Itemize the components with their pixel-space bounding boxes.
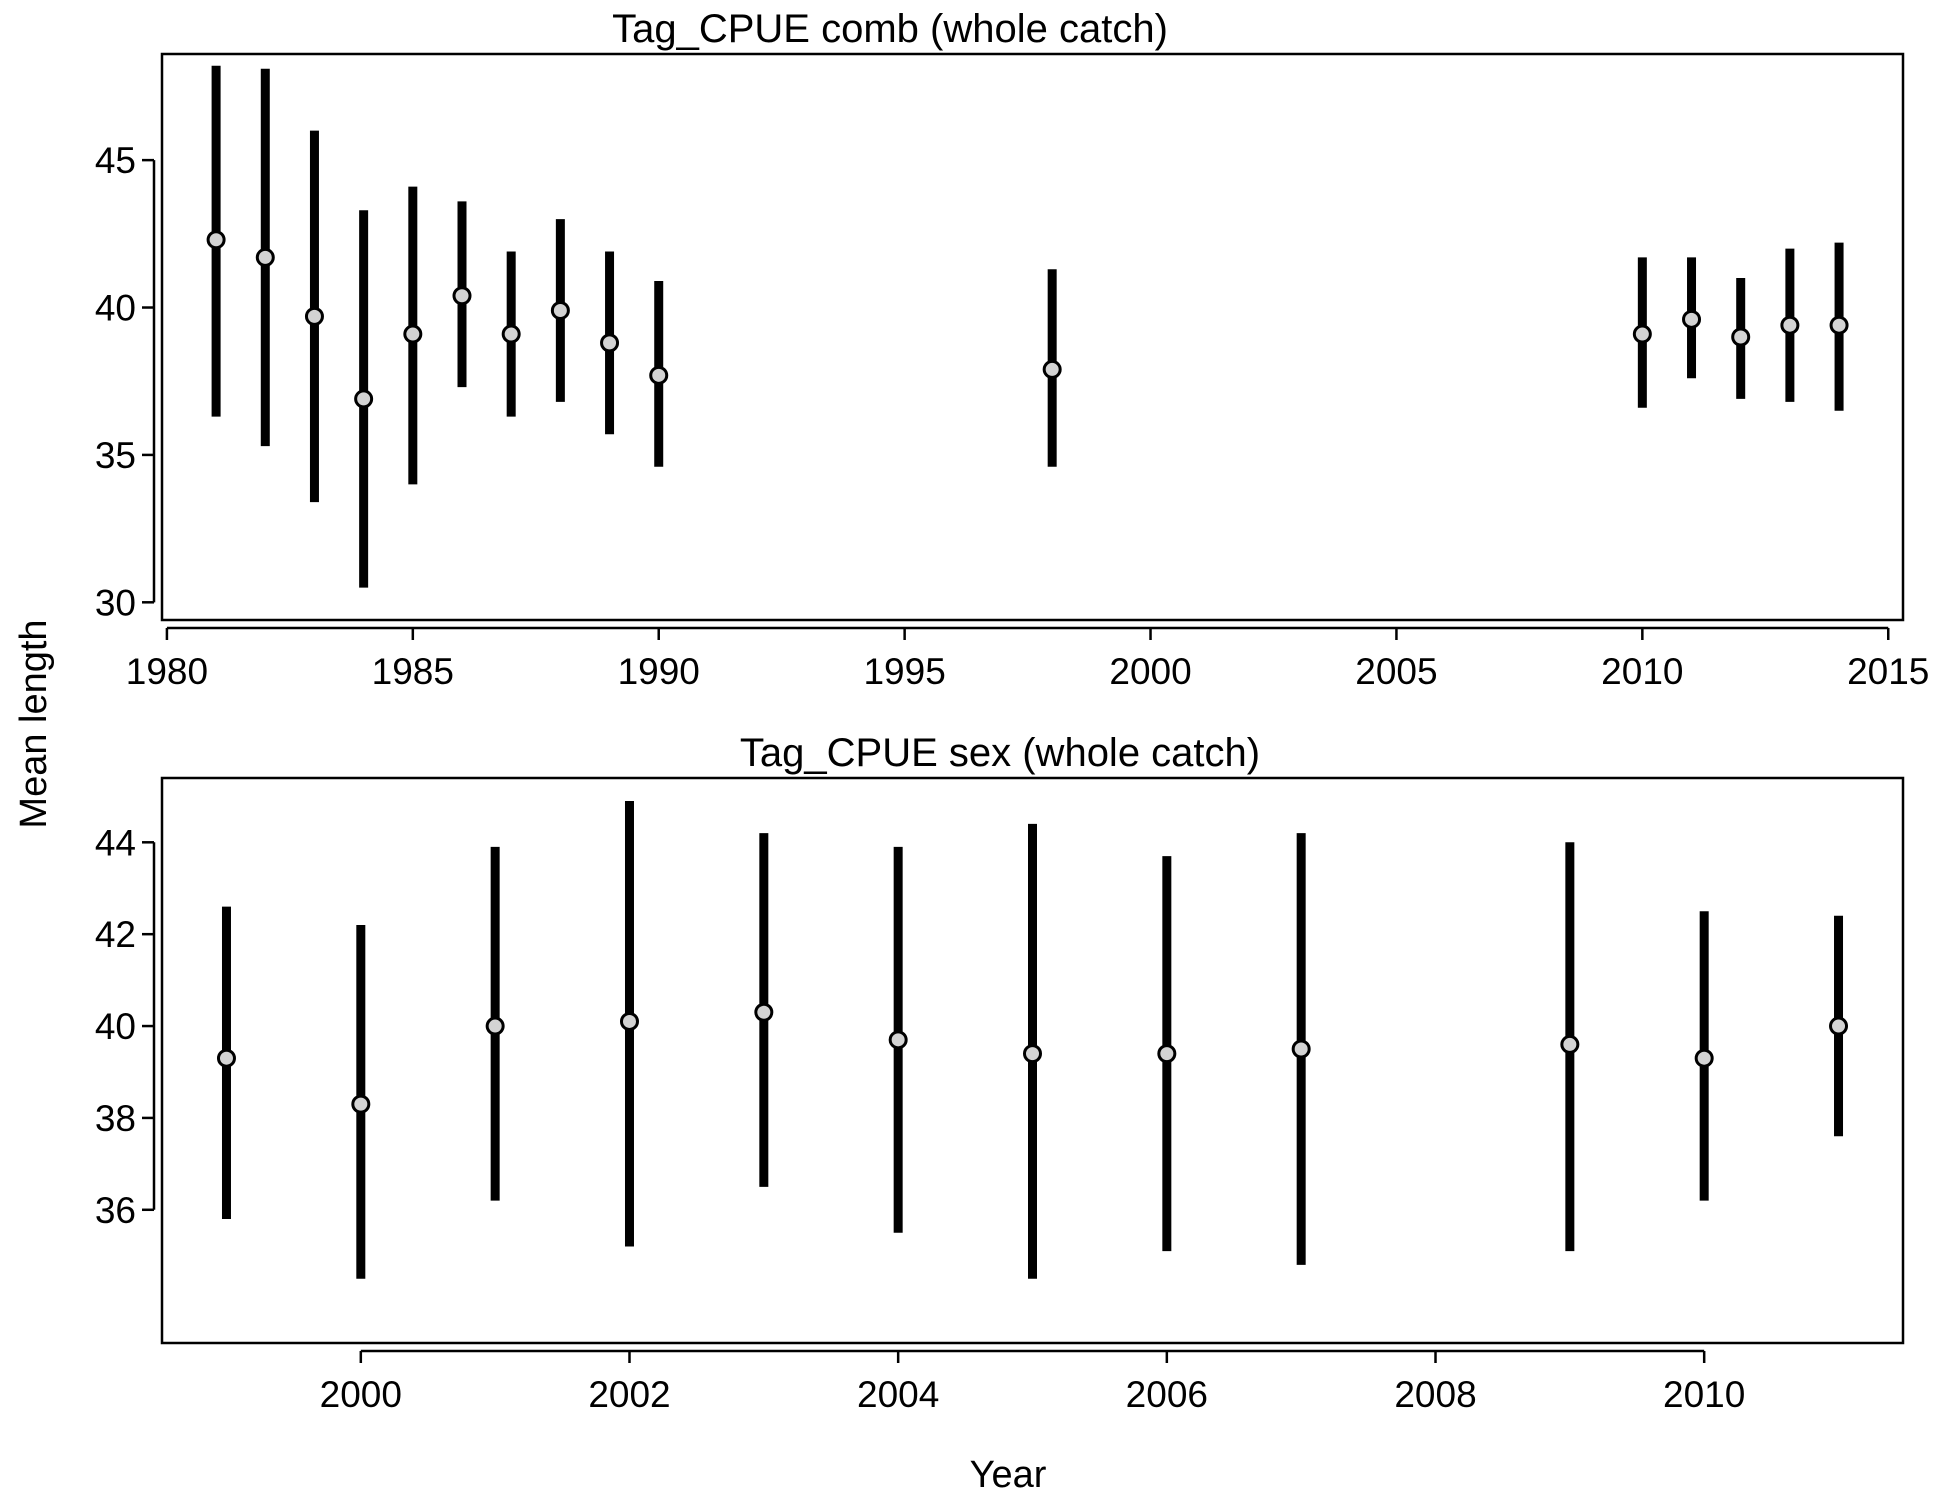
mean-point — [1291, 1039, 1311, 1059]
chart-title: Tag_CPUE comb (whole catch) — [612, 7, 1168, 51]
x-tick-label: 2015 — [1847, 651, 1929, 692]
mean-point — [754, 1002, 774, 1022]
x-axis-label: Year — [970, 1454, 1047, 1496]
x-tick-label: 1980 — [126, 651, 208, 692]
mean-point — [1829, 1016, 1849, 1036]
y-tick-label: 30 — [95, 582, 136, 623]
mean-point — [452, 286, 472, 306]
x-tick-label: 2006 — [1126, 1374, 1208, 1415]
mean-point — [619, 1011, 639, 1031]
mean-point — [1023, 1044, 1042, 1064]
mean-point — [304, 306, 324, 326]
x-tick-label: 2010 — [1601, 651, 1683, 692]
mean-point — [1632, 324, 1652, 344]
mean-point — [255, 247, 275, 267]
x-tick-label: 2000 — [1109, 651, 1191, 692]
mean-point — [485, 1016, 505, 1036]
y-tick-label: 44 — [95, 822, 136, 863]
x-tick-label: 2010 — [1663, 1374, 1745, 1415]
mean-point — [600, 333, 620, 353]
panel-top: Tag_CPUE comb (whole catch) 1980 1985 1990 1… — [95, 7, 1930, 692]
x-tick-label: 2002 — [588, 1374, 670, 1415]
y-tick-label: 36 — [95, 1190, 136, 1231]
mean-point — [888, 1030, 908, 1050]
mean-point — [550, 300, 570, 320]
mean-point — [501, 324, 521, 344]
mean-point — [1780, 315, 1800, 335]
mean-point — [1829, 315, 1849, 335]
panel-bottom: Tag_CPUE sex (whole catch) 2000 2002 2004 20… — [95, 731, 1905, 1415]
y-tick-label: 40 — [95, 1006, 136, 1047]
x-tick-label: 1985 — [372, 651, 454, 692]
mean-point — [1560, 1034, 1580, 1054]
mean-point — [1682, 309, 1702, 329]
plot-frame — [160, 52, 1905, 622]
mean-point — [351, 1094, 371, 1114]
mean-point — [1042, 359, 1062, 379]
mean-point — [206, 230, 226, 250]
x-tick-label: 1995 — [863, 651, 945, 692]
mean-point — [1731, 327, 1751, 347]
chart-title: Tag_CPUE sex (whole catch) — [740, 731, 1260, 775]
x-tick-label: 2005 — [1355, 651, 1437, 692]
mean-point — [1694, 1048, 1714, 1068]
x-tick-label: 2008 — [1394, 1374, 1476, 1415]
y-tick-label: 40 — [95, 288, 136, 329]
y-tick-label: 38 — [95, 1098, 136, 1139]
x-tick-label: 1990 — [618, 651, 700, 692]
y-axis-label: Mean length — [13, 619, 55, 828]
x-tick-label: 2000 — [320, 1374, 402, 1415]
x-tick-label: 2004 — [857, 1374, 939, 1415]
y-tick-label: 45 — [95, 140, 136, 181]
y-tick-label: 35 — [95, 435, 136, 476]
mean-point — [403, 324, 423, 344]
mean-point — [216, 1048, 236, 1068]
mean-point — [1157, 1044, 1177, 1064]
mean-point — [649, 365, 669, 385]
plot-frame — [160, 776, 1905, 1345]
mean-point — [354, 389, 374, 409]
y-tick-label: 42 — [95, 914, 136, 955]
